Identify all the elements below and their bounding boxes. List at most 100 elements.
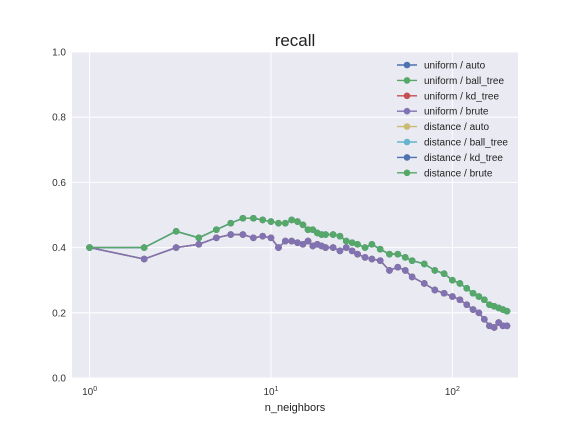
x-tick-labels: 100 101 102 (82, 386, 460, 398)
data-point (348, 239, 356, 247)
data-point (394, 263, 402, 271)
data-point (469, 306, 477, 313)
data-point (431, 267, 439, 274)
legend-label: distance / brute (424, 168, 493, 179)
y-tick-label: 0.6 (52, 178, 66, 189)
legend-item: distance / kd_tree (397, 153, 503, 164)
data-point (463, 301, 471, 308)
data-point (475, 309, 483, 317)
data-point (195, 234, 203, 242)
data-point (376, 245, 384, 253)
legend-marker (403, 123, 411, 130)
data-point (275, 244, 282, 251)
legend-label: distance / kd_tree (424, 153, 503, 164)
data-point (259, 232, 266, 240)
y-tick-label: 0.0 (52, 374, 66, 385)
data-point (282, 219, 289, 227)
data-point (267, 234, 275, 242)
data-point (329, 244, 337, 251)
legend-item: uniform / brute (397, 107, 489, 118)
data-point (250, 214, 257, 222)
data-point (394, 250, 402, 258)
data-point (299, 241, 307, 248)
data-point (140, 244, 148, 251)
data-point (401, 267, 409, 274)
data-point (336, 247, 344, 255)
data-point (322, 244, 329, 251)
data-point (282, 237, 289, 245)
data-point (304, 237, 312, 245)
data-point (463, 285, 471, 292)
data-point (86, 244, 93, 251)
data-point (294, 239, 301, 247)
data-point (354, 241, 361, 248)
series-uniform-brute (86, 231, 511, 331)
y-tick-label: 1.0 (52, 48, 66, 59)
legend-item: uniform / kd_tree (397, 91, 499, 102)
legend-label: uniform / ball_tree (424, 76, 504, 87)
series-layer (86, 214, 511, 331)
data-point (386, 267, 393, 274)
data-point (354, 250, 361, 258)
data-point (420, 260, 428, 268)
data-point (299, 221, 307, 229)
data-point (213, 226, 220, 233)
data-point (449, 276, 456, 284)
data-point (449, 293, 456, 300)
legend-item: uniform / ball_tree (397, 76, 504, 87)
x-tick-label: 102 (445, 386, 460, 398)
legend-label: uniform / kd_tree (424, 91, 499, 102)
data-point (172, 228, 180, 235)
data-point (294, 218, 301, 225)
data-point (227, 219, 235, 227)
data-point (401, 254, 409, 261)
y-tick-label: 0.8 (52, 113, 66, 124)
data-point (195, 241, 203, 248)
data-point (288, 237, 295, 245)
x-tick-label: 100 (82, 386, 97, 398)
legend: uniform / auto uniform / ball_treeuniform… (397, 61, 508, 179)
series-line (89, 233, 507, 329)
legend-marker (403, 61, 411, 69)
legend-marker (403, 154, 411, 161)
data-point (440, 270, 448, 277)
legend-marker (403, 92, 411, 100)
legend-marker (403, 77, 411, 84)
data-point (342, 237, 350, 245)
data-point (239, 231, 247, 238)
data-point (304, 226, 312, 233)
data-point (267, 218, 275, 225)
data-point (456, 296, 464, 304)
legend-item: distance / auto (397, 122, 489, 133)
data-point (172, 244, 180, 251)
data-point (368, 255, 376, 263)
plot-area (72, 52, 518, 378)
data-point (275, 219, 282, 227)
legend-item: distance / brute (397, 168, 493, 179)
data-point (336, 232, 344, 240)
data-point (408, 273, 416, 281)
data-point (288, 216, 295, 224)
legend-marker (403, 107, 411, 115)
data-point (259, 216, 266, 224)
data-point (239, 214, 247, 222)
data-point (386, 250, 393, 258)
legend-label: distance / auto (424, 122, 489, 133)
legend-marker (403, 169, 411, 177)
data-point (469, 289, 477, 297)
data-point (329, 231, 337, 238)
data-point (213, 234, 220, 242)
data-point (481, 316, 488, 323)
data-point (227, 231, 235, 238)
legend-label: uniform / brute (424, 107, 489, 118)
series-distance-brute (86, 214, 511, 315)
data-point (440, 289, 448, 297)
x-axis-label: n_neighbors (265, 402, 326, 414)
legend-item: distance / ball_tree (397, 138, 508, 149)
x-tick-label: 101 (263, 386, 278, 398)
data-point (420, 280, 428, 287)
data-point (475, 293, 483, 300)
data-point (322, 231, 329, 238)
y-tick-label: 0.2 (52, 308, 66, 319)
